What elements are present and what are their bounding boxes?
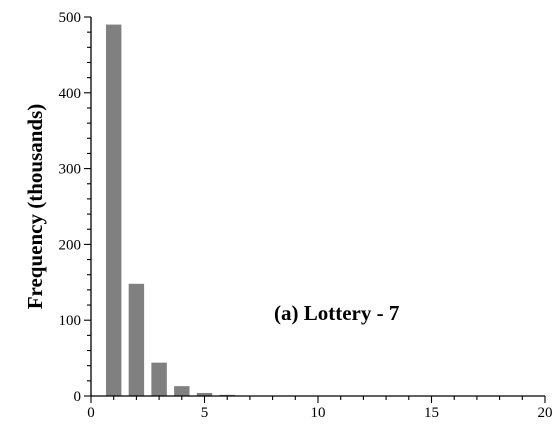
x-tick-label-5: 5 (201, 405, 209, 421)
chart-annotation: (a) Lottery - 7 (274, 301, 399, 325)
x-tick-label-0: 0 (87, 405, 95, 421)
y-tick-label-400: 400 (59, 86, 82, 102)
y-tick-label-200: 200 (59, 237, 82, 253)
bar-1 (105, 24, 122, 397)
y-tick-label-100: 100 (59, 313, 82, 329)
x-tick-label-20: 20 (538, 405, 553, 421)
x-tick-label-10: 10 (311, 405, 326, 421)
bar-2 (128, 283, 145, 396)
y-tick-label-300: 300 (59, 162, 82, 178)
bar-4 (174, 386, 190, 396)
x-tick-label-15: 15 (424, 405, 439, 421)
y-tick-label-500: 500 (59, 10, 82, 26)
bar-3 (151, 362, 167, 396)
y-axis-title: Frequency (thousands) (23, 104, 47, 310)
bar-5 (196, 392, 213, 396)
y-tick-label-0: 0 (74, 389, 82, 405)
bars-group (105, 24, 372, 397)
